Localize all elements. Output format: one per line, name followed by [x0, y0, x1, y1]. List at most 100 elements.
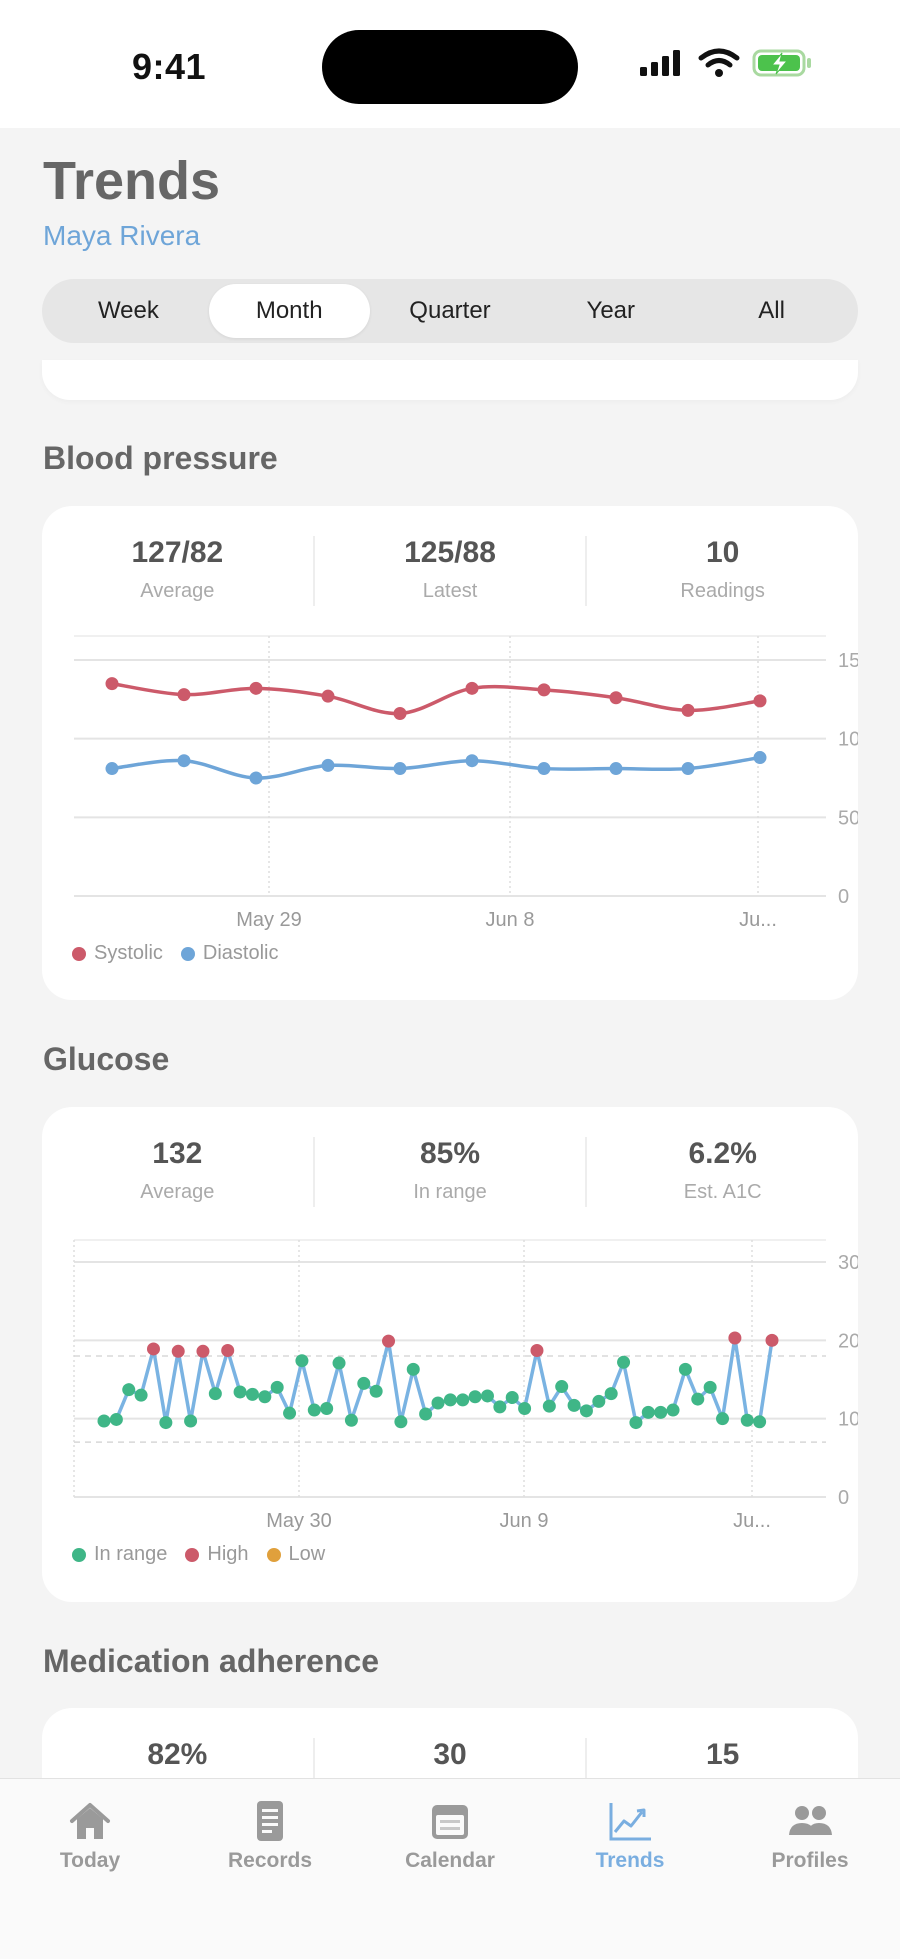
glucose-point-in-range [134, 1388, 148, 1402]
glucose-point-in-range [443, 1393, 457, 1407]
x-tick-label: May 30 [266, 1510, 332, 1532]
diastolic-line [111, 755, 761, 780]
glucose-point-in-range [691, 1392, 705, 1406]
glucose-point-in-range [394, 1415, 408, 1429]
legend-low: Low [266, 1543, 325, 1566]
diastolic-point [753, 751, 767, 765]
systolic-point [537, 683, 551, 697]
glucose-point-in-range [666, 1403, 680, 1417]
glucose-point-in-range [320, 1401, 334, 1415]
glucose-point-in-range [641, 1405, 655, 1419]
bp-stat-average: 127/82 Average [42, 536, 315, 606]
systolic-point [609, 691, 623, 705]
glucose-point-in-range [208, 1387, 222, 1401]
tab-bar: Today Records Calendar Trends [0, 1778, 900, 1959]
glucose-point-in-range [233, 1385, 247, 1399]
glucose-point-in-range [480, 1389, 494, 1403]
systolic-point [753, 694, 767, 708]
glucose-point-in-range [184, 1414, 198, 1428]
diastolic-point [609, 762, 623, 776]
period-year[interactable]: Year [586, 297, 636, 324]
medication-stat-1: 82% [42, 1738, 315, 1808]
glucose-point-in-range [97, 1414, 111, 1428]
y-tick-label: 100 [838, 729, 858, 751]
tab-records[interactable]: Records [180, 1799, 360, 1959]
glucose-point-in-range [567, 1398, 581, 1412]
glucose-point-in-range [431, 1396, 445, 1410]
diastolic-point [177, 754, 191, 768]
glucose-point-in-range [344, 1413, 358, 1427]
wifi-icon [698, 48, 740, 77]
dynamic-island [322, 30, 578, 104]
bp-stat-readings: 10 Readings [680, 536, 765, 602]
glucose-point-in-range [740, 1413, 754, 1427]
status-icons [638, 48, 814, 78]
x-tick-label: Ju... [733, 1510, 771, 1532]
glucose-stat-in-range: 85% In range [315, 1137, 588, 1207]
systolic-point [681, 703, 695, 717]
medication-stats: 82% 30 15 [42, 1738, 858, 1808]
records-icon [257, 1801, 283, 1841]
profile-name[interactable]: Maya Rivera [43, 220, 201, 251]
glucose-point-in-range [307, 1403, 321, 1417]
glucose-stats: 132 Average 85% In range 6.2% Est. A1C [42, 1137, 858, 1207]
glucose-point-in-range [493, 1400, 507, 1414]
period-week[interactable]: Week [97, 297, 159, 324]
y-tick-label: 200 [838, 1330, 858, 1352]
bp-stats: 127/82 Average 125/88 Latest 10 Readings [42, 536, 858, 606]
diastolic-point [105, 762, 119, 776]
glucose-point-in-range [258, 1390, 272, 1404]
systolic-point [249, 681, 263, 695]
systolic-point [465, 681, 479, 695]
glucose-chart: 0 100 200 300 May 30 Jun 9 Ju... [73, 1239, 858, 1532]
y-tick-label: 50 [838, 807, 858, 829]
high-dot-icon [185, 1547, 200, 1562]
medication-stat-2: 30 [315, 1738, 588, 1808]
period-month[interactable]: Month [208, 284, 370, 338]
calendar-icon [432, 1805, 468, 1839]
glucose-point-in-range [406, 1362, 420, 1376]
systolic-dot-icon [72, 946, 86, 961]
diastolic-point [681, 762, 695, 776]
glucose-point-in-range [542, 1399, 556, 1413]
glucose-point-high [146, 1342, 160, 1356]
glucose-point-in-range [629, 1416, 643, 1430]
x-tick-label: May 29 [236, 909, 302, 931]
bp-section-title: Blood pressure [43, 440, 278, 476]
glucose-point-in-range [270, 1380, 284, 1394]
glucose-point-in-range [122, 1383, 136, 1397]
period-quarter[interactable]: Quarter [409, 297, 491, 324]
glucose-point-in-range [579, 1404, 593, 1418]
glucose-card: 132 Average 85% In range 6.2% Est. A1C 0… [42, 1107, 858, 1602]
cellular-signal-icon [640, 50, 680, 76]
glucose-point-high [221, 1344, 235, 1358]
y-tick-label: 0 [838, 886, 849, 908]
house-icon [70, 1803, 110, 1839]
systolic-point [393, 706, 407, 720]
bp-chart: 0 50 100 150 May 29 Jun 8 Ju... [74, 635, 858, 931]
medication-stat-3: 15 [705, 1738, 740, 1771]
glucose-stat-average: 132 Average [42, 1137, 315, 1207]
glucose-point-in-range [332, 1356, 346, 1370]
glucose-legend: In range High Low [72, 1543, 325, 1566]
diastolic-point [321, 758, 335, 772]
period-all[interactable]: All [758, 297, 785, 324]
tab-today[interactable]: Today [0, 1799, 180, 1959]
diastolic-point [465, 754, 479, 768]
glucose-point-in-range [109, 1412, 123, 1426]
glucose-point-in-range [283, 1406, 297, 1420]
glucose-point-high [765, 1333, 779, 1347]
legend-in-range: In range [72, 1543, 167, 1566]
glucose-point-in-range [592, 1394, 606, 1408]
tab-calendar[interactable]: Calendar [360, 1799, 540, 1959]
tab-trends[interactable]: Trends [540, 1799, 720, 1959]
glucose-point-in-range [245, 1387, 259, 1401]
x-tick-label: Ju... [739, 909, 777, 931]
tab-profiles[interactable]: Profiles [720, 1799, 900, 1959]
glucose-point-in-range [654, 1405, 668, 1419]
diastolic-point [537, 762, 551, 776]
profiles-icon [789, 1806, 832, 1835]
low-dot-icon [266, 1547, 281, 1562]
glucose-point-in-range [369, 1384, 383, 1398]
status-time: 9:41 [132, 46, 207, 87]
